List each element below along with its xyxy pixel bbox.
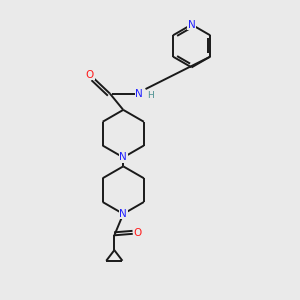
Text: H: H <box>147 91 154 100</box>
Text: O: O <box>86 70 94 80</box>
Text: N: N <box>188 20 196 30</box>
Text: O: O <box>134 228 142 238</box>
Text: N: N <box>119 152 127 162</box>
Text: N: N <box>135 88 143 98</box>
Text: N: N <box>119 209 127 219</box>
